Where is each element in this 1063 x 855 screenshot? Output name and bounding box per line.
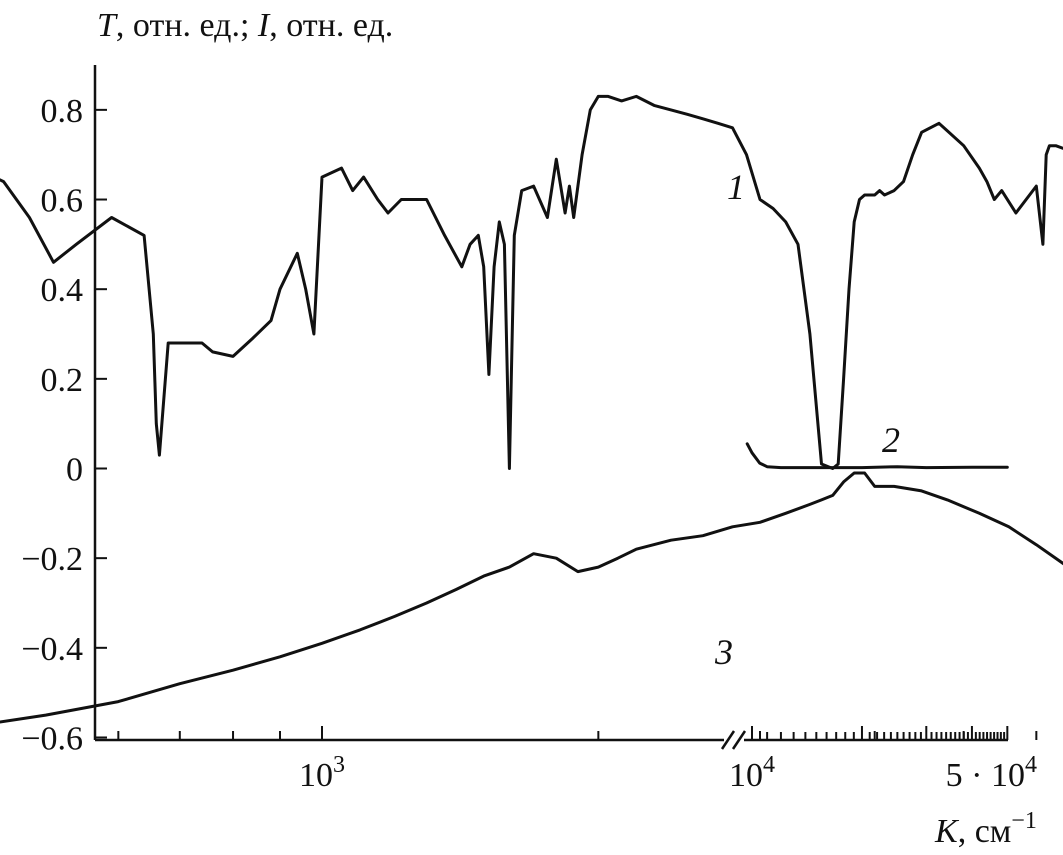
curve-label-1: 1: [727, 167, 745, 207]
x-axis-title-k: K: [934, 813, 960, 850]
y-tick-label: 0.2: [41, 362, 84, 399]
curve-3: [0, 471, 1063, 724]
y-tick-label: 0.8: [41, 93, 84, 130]
x-tick-labels: 103 104 5 · 104: [299, 752, 1037, 794]
y-tick-label: −0.4: [21, 631, 83, 668]
curves: [0, 94, 1063, 724]
y-tick-label: 0.4: [41, 272, 84, 309]
y-tick-label: −0.2: [21, 541, 83, 578]
axis-break-mark-1: [720, 730, 736, 750]
curve-2: [745, 442, 1009, 470]
y-tick-label: 0.6: [41, 183, 84, 220]
y-axis-title: T, отн. ед.; I, отн. ед.: [97, 7, 393, 44]
x-tick-label: 104: [729, 752, 775, 794]
curve-label-2: 2: [882, 420, 900, 460]
x-ticks: [117, 726, 1038, 740]
y-tick-label: 0: [66, 452, 83, 489]
y-ticks: 0.8 0.6 0.4 0.2 0 −0.2 −0.4 −0.6: [21, 93, 107, 757]
y-axis-title-i: I: [257, 7, 271, 44]
x-axis-title: K, см−1: [934, 808, 1037, 850]
x-axis-title-unit: , см: [958, 813, 1012, 850]
y-axis-title-t-unit: , отн. ед.;: [116, 7, 258, 44]
x-tick-label: 103: [299, 752, 345, 794]
curve-label-3: 3: [714, 632, 733, 672]
y-axis-title-t: T: [97, 7, 118, 44]
curve-1: [0, 94, 1063, 470]
y-tick-label: −0.6: [21, 720, 83, 757]
y-axis-title-i-unit: , отн. ед.: [269, 7, 393, 44]
axis-break-mark-2: [731, 730, 747, 750]
x-axis-title-exponent: −1: [1011, 808, 1037, 834]
x-tick-label: 5 · 104: [946, 752, 1037, 794]
